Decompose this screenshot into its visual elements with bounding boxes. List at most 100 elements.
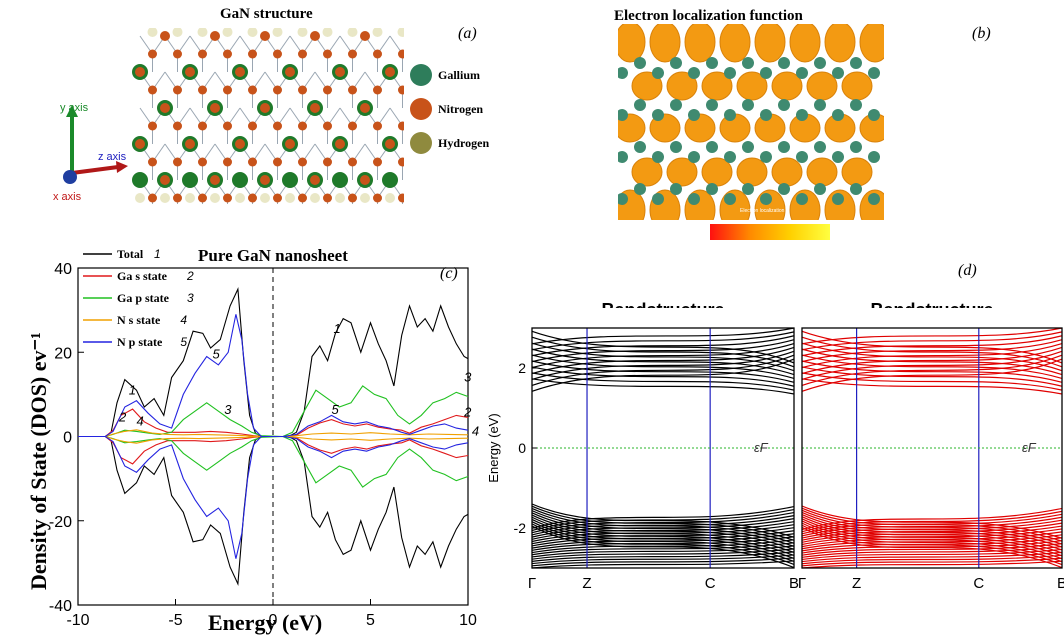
elf-atom bbox=[670, 57, 682, 69]
nitrogen-atom bbox=[273, 157, 282, 167]
nitrogen-atom bbox=[185, 67, 195, 77]
nitrogen-atom bbox=[148, 121, 157, 131]
legend-label: Ga s state bbox=[117, 269, 168, 283]
hydrogen-atom bbox=[247, 28, 258, 37]
band-frame bbox=[801, 327, 1063, 569]
valence-band bbox=[801, 524, 1063, 566]
nitrogen-atom bbox=[373, 121, 382, 131]
panel-a-title: GaN structure bbox=[220, 6, 313, 22]
nitrogen-atom bbox=[373, 193, 382, 203]
elf-lobe bbox=[841, 71, 873, 101]
nitrogen-atom bbox=[285, 67, 295, 77]
valence-band bbox=[531, 533, 795, 549]
elf-atom bbox=[618, 67, 628, 79]
dos-annotation: 1 bbox=[129, 382, 136, 397]
nitrogen-atom bbox=[198, 49, 207, 59]
elf-atom bbox=[634, 99, 646, 111]
elf-lobe bbox=[771, 157, 803, 187]
z-axis-label: z axis bbox=[98, 151, 127, 163]
conduction-band bbox=[801, 342, 1063, 369]
nitrogen-atom bbox=[348, 49, 357, 59]
valence-band bbox=[801, 516, 1063, 554]
nitrogen-atom bbox=[210, 103, 220, 113]
elf-atom bbox=[760, 151, 772, 163]
dos-panel-label: (c) bbox=[440, 265, 458, 282]
conduction-band bbox=[801, 330, 1063, 364]
legend-gallium-label: Gallium bbox=[438, 67, 481, 82]
valence-band bbox=[801, 507, 1063, 531]
hydrogen-atom bbox=[260, 193, 270, 203]
y-tick-label: 20 bbox=[54, 345, 72, 362]
gallium-atom bbox=[332, 172, 348, 188]
legend-number: 4 bbox=[180, 313, 187, 327]
valence-band bbox=[801, 522, 1063, 563]
nitrogen-atom bbox=[135, 67, 145, 77]
valence-band bbox=[531, 527, 795, 545]
elf-lobe bbox=[649, 24, 681, 63]
k-point-label: Γ bbox=[528, 575, 536, 592]
nitrogen-atom bbox=[160, 31, 170, 41]
valence-band bbox=[801, 548, 1063, 561]
valence-band bbox=[801, 509, 1063, 545]
elf-atom bbox=[850, 99, 862, 111]
valence-band bbox=[801, 518, 1063, 557]
nitrogen-atom bbox=[285, 139, 295, 149]
valence-band bbox=[531, 505, 795, 529]
elf-lobe bbox=[754, 24, 786, 63]
nitrogen-atom bbox=[273, 85, 282, 95]
valence-band bbox=[531, 510, 795, 547]
elf-lobe bbox=[789, 24, 821, 63]
dos-series bbox=[78, 286, 469, 587]
elf-atom bbox=[814, 99, 826, 111]
hydrogen-atom bbox=[185, 193, 195, 203]
dos-series-n-s-state-down bbox=[78, 435, 469, 444]
valence-band bbox=[531, 514, 795, 553]
legend-nitrogen-label: Nitrogen bbox=[438, 101, 484, 116]
fermi-label: εF bbox=[754, 440, 769, 455]
valence-band bbox=[531, 508, 795, 532]
elf-atom bbox=[688, 151, 700, 163]
valence-band bbox=[801, 511, 1063, 548]
valence-band bbox=[531, 523, 795, 566]
band-y-label: Energy (eV) bbox=[486, 413, 501, 482]
elf-atom bbox=[868, 193, 880, 205]
nitrogen-atom bbox=[223, 85, 232, 95]
elf-lobe bbox=[859, 24, 884, 63]
clip-mask bbox=[801, 308, 1063, 328]
conduction-band bbox=[801, 354, 1063, 380]
conduction-band bbox=[531, 366, 795, 387]
conduction-band bbox=[801, 348, 1063, 376]
conduction-band bbox=[801, 360, 1063, 383]
legend-nitrogen: Nitrogen bbox=[410, 92, 530, 126]
dos-annotation: 2 bbox=[463, 404, 472, 419]
valence-band bbox=[801, 520, 1063, 560]
nitrogen-atom bbox=[273, 49, 282, 59]
nitrogen-atom bbox=[223, 193, 232, 203]
nitrogen-atom bbox=[248, 85, 257, 95]
elf-lobe bbox=[649, 113, 681, 143]
valence-band bbox=[531, 516, 795, 556]
conduction-band bbox=[531, 342, 795, 369]
dos-title: Pure GaN nanosheet bbox=[198, 246, 348, 265]
conduction-band bbox=[531, 372, 795, 391]
elf-atom bbox=[742, 57, 754, 69]
nitrogen-atom bbox=[310, 31, 320, 41]
nitrogen-atom bbox=[148, 193, 157, 203]
dos-y-label: Density of State (DOS) ev⁻¹ bbox=[26, 332, 51, 590]
elf-atom bbox=[706, 141, 718, 153]
legend-hydrogen: Hydrogen bbox=[410, 126, 530, 160]
valence-band bbox=[531, 521, 795, 563]
conduction-band bbox=[801, 327, 1063, 345]
nitrogen-atom bbox=[223, 157, 232, 167]
nitrogen-atom bbox=[310, 175, 320, 185]
conduction-band bbox=[531, 346, 795, 375]
conduction-band bbox=[801, 339, 1063, 363]
elf-lobe bbox=[666, 157, 698, 187]
elf-atom bbox=[868, 67, 880, 79]
nitrogen-atom bbox=[260, 31, 270, 41]
elf-atom bbox=[868, 151, 880, 163]
elf-atom bbox=[670, 99, 682, 111]
nitrogen-atom bbox=[160, 175, 170, 185]
nitrogen-atom bbox=[248, 157, 257, 167]
elf-atom bbox=[688, 67, 700, 79]
